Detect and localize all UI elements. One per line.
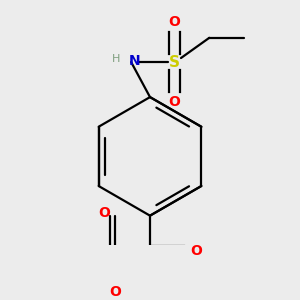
- Text: O: O: [190, 244, 202, 258]
- Text: O: O: [168, 95, 180, 110]
- Text: H: H: [112, 54, 121, 64]
- Text: S: S: [169, 55, 180, 70]
- Text: N: N: [129, 54, 140, 68]
- Text: O: O: [168, 15, 180, 28]
- Text: O: O: [98, 206, 110, 220]
- Text: O: O: [109, 286, 121, 299]
